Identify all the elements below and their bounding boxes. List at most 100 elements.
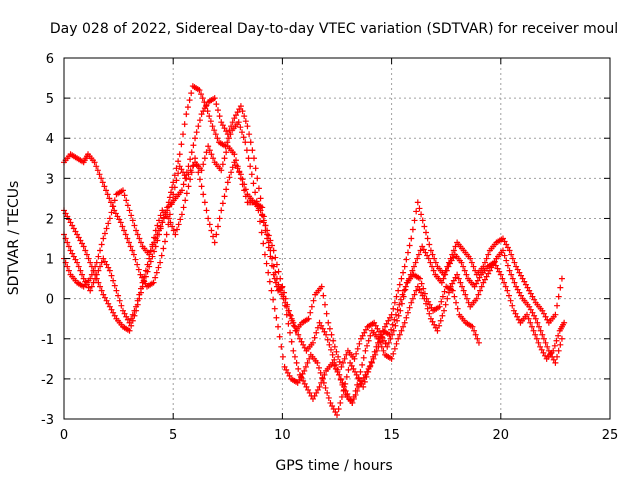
data-point <box>321 371 328 378</box>
data-point <box>271 305 278 312</box>
data-point <box>431 321 438 328</box>
data-point <box>485 251 492 258</box>
data-point <box>419 292 426 299</box>
data-point <box>358 335 365 342</box>
data-point <box>272 254 279 261</box>
data-point <box>159 219 166 226</box>
data-point <box>462 291 469 298</box>
data-point <box>445 259 452 266</box>
data-point <box>198 111 205 118</box>
data-point <box>175 221 182 228</box>
data-point <box>69 250 76 257</box>
data-point <box>331 343 338 350</box>
data-point <box>551 342 558 349</box>
data-point <box>196 176 203 183</box>
data-point <box>170 227 177 234</box>
data-point <box>329 351 336 358</box>
data-point <box>506 247 513 254</box>
data-point <box>208 227 215 234</box>
data-point <box>94 167 101 174</box>
data-point <box>417 247 424 254</box>
data-point <box>531 296 538 303</box>
data-point <box>402 283 409 290</box>
data-point <box>336 371 343 378</box>
y-tick-label: 4 <box>46 132 54 147</box>
data-point <box>335 405 342 412</box>
data-point <box>424 305 431 312</box>
data-point <box>416 275 423 282</box>
data-point <box>231 151 238 158</box>
data-point <box>97 263 104 270</box>
data-point <box>174 226 181 233</box>
data-point <box>285 307 292 314</box>
data-point <box>325 394 332 401</box>
data-point <box>224 131 231 138</box>
data-point <box>427 315 434 322</box>
data-point <box>361 329 368 336</box>
x-tick-label: 25 <box>602 428 619 443</box>
data-point <box>332 408 339 415</box>
data-point <box>228 123 235 130</box>
data-point <box>547 350 554 357</box>
data-point <box>508 271 515 278</box>
data-point <box>394 306 401 313</box>
data-point <box>338 363 345 370</box>
data-point <box>314 359 321 366</box>
data-point <box>229 164 236 171</box>
data-point <box>253 198 260 205</box>
data-point <box>511 259 518 266</box>
data-point <box>355 375 362 382</box>
data-point <box>273 261 280 268</box>
data-point <box>182 175 189 182</box>
data-point <box>152 227 159 234</box>
data-point <box>403 314 410 321</box>
data-point <box>224 179 231 186</box>
data-point <box>157 212 164 219</box>
data-point <box>396 301 403 308</box>
data-point <box>149 253 156 260</box>
data-point <box>353 350 360 357</box>
data-point <box>247 163 254 170</box>
data-point <box>378 333 385 340</box>
data-point <box>295 331 302 338</box>
data-point <box>552 311 559 318</box>
data-point <box>473 280 480 287</box>
data-point <box>516 269 523 276</box>
data-point <box>437 317 444 324</box>
data-point <box>178 211 185 218</box>
data-point <box>178 166 185 173</box>
data-point <box>442 301 449 308</box>
data-point <box>108 272 115 279</box>
data-point <box>64 239 71 246</box>
data-point <box>382 340 389 347</box>
data-point <box>301 344 308 351</box>
data-point <box>183 111 190 118</box>
data-point <box>287 329 294 336</box>
data-point <box>506 267 513 274</box>
data-point <box>65 243 72 250</box>
data-point <box>436 322 443 329</box>
data-point <box>210 155 217 162</box>
data-point <box>455 275 462 282</box>
data-point <box>514 286 521 293</box>
data-point <box>415 251 422 258</box>
data-point <box>385 317 392 324</box>
data-point <box>458 259 465 266</box>
data-point <box>552 359 559 366</box>
data-point <box>152 274 159 281</box>
data-point <box>106 215 113 222</box>
data-point <box>361 378 368 385</box>
data-point <box>219 200 226 207</box>
data-point <box>395 312 402 319</box>
data-point <box>406 275 413 282</box>
data-point <box>135 266 142 273</box>
data-point <box>92 275 99 282</box>
data-point <box>427 259 434 266</box>
data-point <box>117 219 124 226</box>
data-point <box>82 247 89 254</box>
data-point <box>323 331 330 338</box>
data-point <box>226 174 233 181</box>
data-point <box>258 229 265 236</box>
data-point <box>250 180 257 187</box>
data-point <box>264 227 271 234</box>
